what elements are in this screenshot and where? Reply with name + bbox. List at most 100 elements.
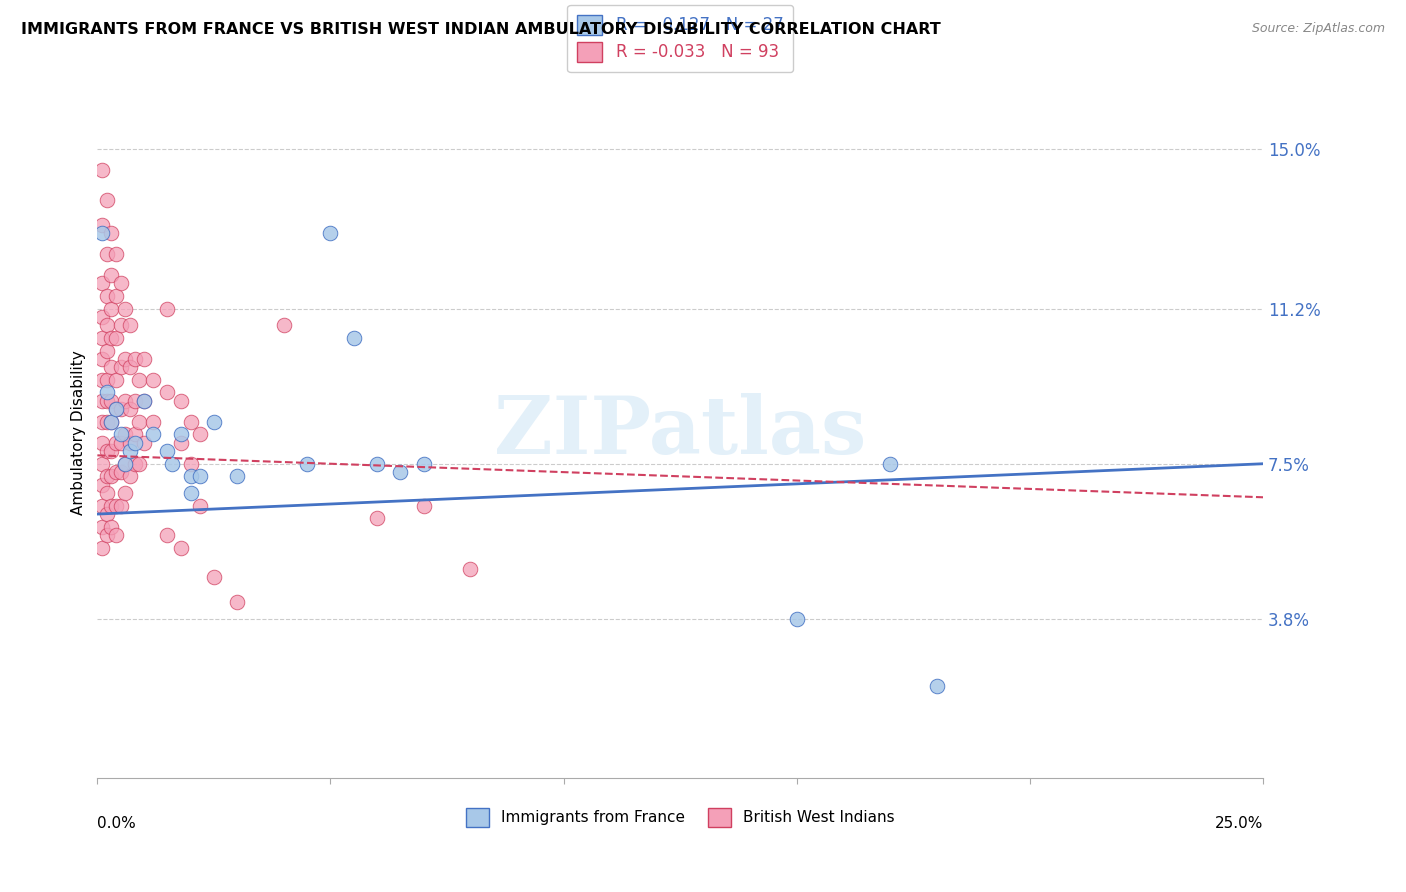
Point bbox=[118, 469, 141, 483]
Point bbox=[132, 351, 155, 366]
Point bbox=[110, 318, 132, 333]
Point bbox=[91, 226, 114, 240]
Point bbox=[110, 499, 132, 513]
Point bbox=[118, 318, 141, 333]
Point bbox=[202, 415, 225, 429]
Point bbox=[110, 360, 132, 375]
Point bbox=[96, 528, 118, 542]
Point bbox=[96, 469, 118, 483]
Point bbox=[100, 301, 122, 316]
Point bbox=[91, 541, 114, 555]
Point bbox=[100, 393, 122, 408]
Point bbox=[105, 331, 128, 345]
Point bbox=[343, 331, 366, 345]
Point bbox=[105, 465, 128, 479]
Text: IMMIGRANTS FROM FRANCE VS BRITISH WEST INDIAN AMBULATORY DISABILITY CORRELATION : IMMIGRANTS FROM FRANCE VS BRITISH WEST I… bbox=[21, 22, 941, 37]
Point bbox=[366, 511, 388, 525]
Point bbox=[156, 301, 179, 316]
Point bbox=[128, 373, 150, 387]
Point bbox=[96, 247, 118, 261]
Point bbox=[91, 393, 114, 408]
Point bbox=[925, 679, 948, 693]
Point bbox=[105, 499, 128, 513]
Point bbox=[96, 444, 118, 458]
Point bbox=[91, 457, 114, 471]
Point bbox=[91, 477, 114, 491]
Point bbox=[114, 427, 136, 442]
Point bbox=[188, 427, 211, 442]
Point bbox=[170, 435, 193, 450]
Point bbox=[91, 415, 114, 429]
Point bbox=[295, 457, 318, 471]
Point bbox=[114, 301, 136, 316]
Point bbox=[91, 163, 114, 178]
Point bbox=[124, 393, 146, 408]
Point bbox=[460, 561, 482, 575]
Point bbox=[188, 469, 211, 483]
Point bbox=[180, 457, 202, 471]
Point bbox=[105, 402, 128, 417]
Point bbox=[100, 444, 122, 458]
Point bbox=[96, 193, 118, 207]
Point bbox=[124, 435, 146, 450]
Point bbox=[91, 435, 114, 450]
Point bbox=[160, 457, 183, 471]
Point bbox=[170, 393, 193, 408]
Point bbox=[110, 465, 132, 479]
Point bbox=[202, 570, 225, 584]
Point bbox=[100, 499, 122, 513]
Point bbox=[100, 331, 122, 345]
Point bbox=[170, 427, 193, 442]
Point bbox=[188, 499, 211, 513]
Point bbox=[226, 595, 249, 609]
Point bbox=[100, 519, 122, 533]
Point bbox=[110, 427, 132, 442]
Point bbox=[114, 486, 136, 500]
Point bbox=[114, 351, 136, 366]
Point bbox=[105, 373, 128, 387]
Point bbox=[100, 415, 122, 429]
Point bbox=[366, 457, 388, 471]
Point bbox=[128, 415, 150, 429]
Point bbox=[132, 393, 155, 408]
Point bbox=[96, 486, 118, 500]
Point bbox=[91, 218, 114, 232]
Point bbox=[91, 351, 114, 366]
Point bbox=[132, 393, 155, 408]
Point bbox=[105, 402, 128, 417]
Point bbox=[105, 528, 128, 542]
Point bbox=[105, 435, 128, 450]
Point bbox=[96, 393, 118, 408]
Point bbox=[96, 318, 118, 333]
Point bbox=[124, 427, 146, 442]
Point bbox=[100, 360, 122, 375]
Point bbox=[91, 499, 114, 513]
Text: 25.0%: 25.0% bbox=[1215, 816, 1263, 831]
Point bbox=[96, 385, 118, 400]
Point bbox=[124, 457, 146, 471]
Point bbox=[180, 415, 202, 429]
Point bbox=[91, 519, 114, 533]
Point bbox=[100, 415, 122, 429]
Text: Source: ZipAtlas.com: Source: ZipAtlas.com bbox=[1251, 22, 1385, 36]
Point bbox=[96, 415, 118, 429]
Point bbox=[118, 435, 141, 450]
Point bbox=[156, 528, 179, 542]
Point bbox=[156, 385, 179, 400]
Point bbox=[118, 360, 141, 375]
Point bbox=[96, 507, 118, 521]
Point bbox=[91, 310, 114, 324]
Point bbox=[118, 444, 141, 458]
Point bbox=[110, 277, 132, 291]
Point bbox=[100, 226, 122, 240]
Point bbox=[114, 457, 136, 471]
Point bbox=[142, 373, 165, 387]
Point bbox=[132, 435, 155, 450]
Point bbox=[91, 277, 114, 291]
Point bbox=[100, 268, 122, 282]
Point bbox=[100, 469, 122, 483]
Point bbox=[180, 469, 202, 483]
Point bbox=[319, 226, 342, 240]
Text: 0.0%: 0.0% bbox=[97, 816, 136, 831]
Point bbox=[124, 351, 146, 366]
